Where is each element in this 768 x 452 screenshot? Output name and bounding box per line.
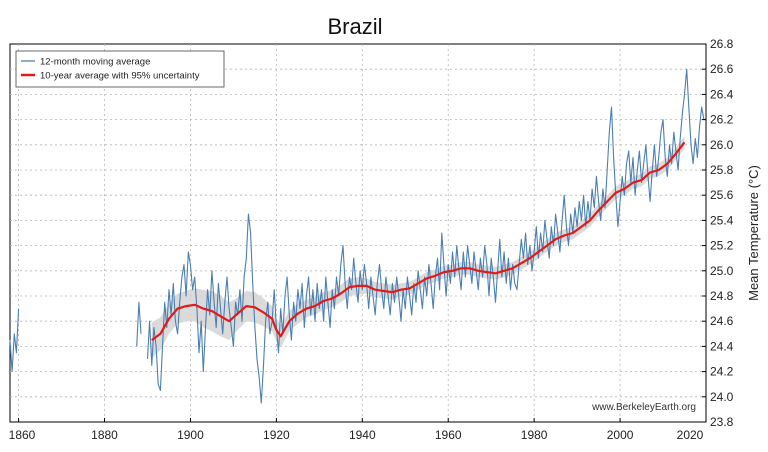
watermark: www.BerkeleyEarth.org	[591, 402, 696, 413]
y-tick-label: 24.0	[710, 390, 734, 404]
y-tick-label: 26.0	[710, 138, 734, 152]
y-axis-ticks: 23.8 24.0 24.2 24.4 24.6 24.8 25.0 25.2 25.4 25.6…	[702, 37, 734, 429]
moving-average-series	[9, 68, 705, 404]
x-tick-label: 1920	[263, 428, 290, 442]
moving-average-line	[146, 68, 705, 404]
x-tick-label: 1980	[521, 428, 548, 442]
x-axis-ticks: 1860 1880 1900 1920 1940 1960 1980 2000 2020	[9, 418, 707, 442]
y-tick-label: 25.8	[710, 163, 734, 177]
y-tick-label: 26.2	[710, 113, 734, 127]
y-tick-label: 23.8	[710, 415, 734, 429]
y-tick-label: 24.6	[710, 314, 734, 328]
y-tick-label: 25.4	[710, 213, 734, 227]
x-tick-label: 1960	[435, 428, 462, 442]
y-axis-label: Mean Temperature (°C)	[746, 165, 761, 301]
grid-lines	[10, 44, 706, 422]
plot-area	[9, 43, 707, 423]
y-tick-label: 26.4	[710, 87, 734, 101]
y-tick-label: 26.6	[710, 62, 734, 76]
x-tick-label: 2000	[607, 428, 634, 442]
legend-box	[15, 50, 225, 88]
y-tick-label: 26.8	[710, 37, 734, 51]
chart-title: Brazil	[327, 14, 383, 39]
x-tick-label: 1860	[9, 428, 36, 442]
ten-year-series	[151, 141, 686, 341]
x-tick-label: 2020	[677, 428, 704, 442]
y-tick-label: 25.6	[710, 188, 734, 202]
x-tick-label: 1940	[349, 428, 376, 442]
y-tick-label: 24.2	[710, 365, 734, 379]
y-tick-label: 24.4	[710, 339, 734, 353]
legend: 12-month moving average 10-year average …	[15, 50, 225, 88]
y-tick-label: 25.2	[710, 239, 734, 253]
ten-year-line	[151, 141, 686, 341]
legend-label-ten-year: 10-year average with 95% uncertainty	[40, 71, 200, 82]
x-tick-label: 1880	[91, 428, 118, 442]
legend-label-moving-average: 12-month moving average	[40, 57, 150, 68]
moving-average-line	[9, 308, 20, 373]
x-tick-label: 1900	[177, 428, 204, 442]
moving-average-line	[136, 301, 142, 347]
y-tick-label: 25.0	[710, 264, 734, 278]
y-tick-label: 24.8	[710, 289, 734, 303]
